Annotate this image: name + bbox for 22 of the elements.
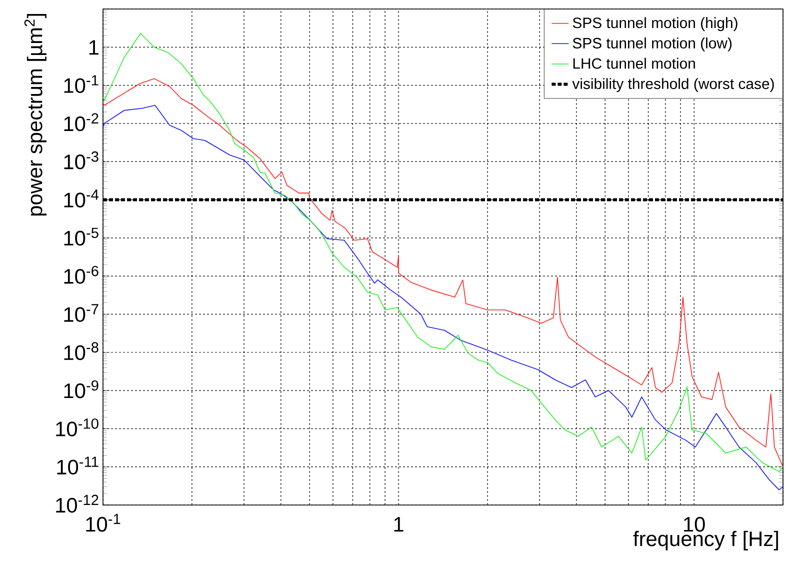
y-tick-label: 10$^{-3}$ <box>64 151 98 170</box>
x-tick-label: 1 <box>394 517 404 532</box>
y-tick-label: 10$^{-2}$ <box>64 113 98 132</box>
y-tick-label: 10$^{-10}$ <box>56 418 98 436</box>
y-tick-label: 1 <box>89 40 98 55</box>
y-tick-label: 10$^{-7}$ <box>64 304 98 322</box>
y-tick-label: 10$^{-9}$ <box>64 380 98 398</box>
y-tick-label: 10$^{-6}$ <box>64 266 98 284</box>
y-tick-label: 10$^{-11}$ <box>57 456 98 475</box>
y-tick-label: 10$^{-4}$ <box>64 190 99 208</box>
y-tick-label: 10$^{-12}$ <box>56 494 98 513</box>
x-tick-label: 10$^{-1}$ <box>86 514 120 532</box>
y-axis-title: power spectrum [µm$^{2}$] <box>24 14 46 216</box>
y-tick-label: 10$^{-1}$ <box>64 75 98 94</box>
x-tick-label: 10 <box>684 516 705 532</box>
legend-label: SPS tunnel motion (high) <box>572 17 738 32</box>
legend-label: SPS tunnel motion (low) <box>572 37 732 52</box>
y-tick-label: 10$^{-8}$ <box>64 342 98 360</box>
x-axis-title: frequency f [Hz] <box>633 530 778 550</box>
y-tick-label: 10$^{-5}$ <box>64 228 98 246</box>
legend-label: LHC tunnel motion <box>573 58 695 69</box>
legend-label: visibility threshold (worst case) <box>572 78 774 92</box>
